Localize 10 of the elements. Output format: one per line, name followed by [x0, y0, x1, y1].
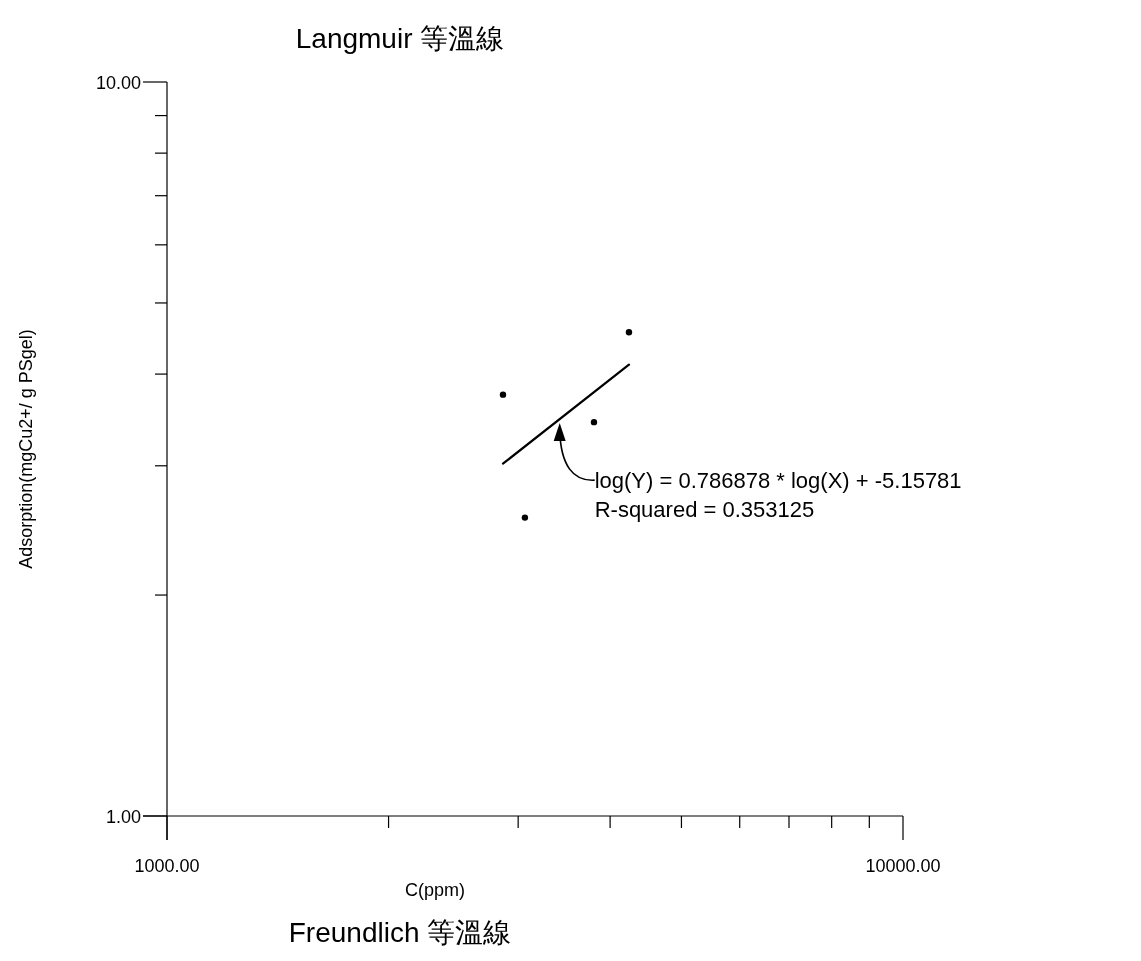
annotation: R-squared = 0.353125	[594, 497, 815, 523]
y-tick-label: 10.00	[95, 73, 141, 93]
x-axis-title: C(ppm)	[404, 880, 466, 900]
x-tick-label: 1000.00	[134, 856, 200, 876]
x-tick-label: 10000.00	[865, 856, 941, 876]
chart-title: Langmuir 等溫線	[295, 23, 505, 54]
y-axis-title: Adsorption(mgCu2+/ g PSgel)	[16, 329, 36, 569]
y-tick-label: 1.00	[105, 807, 141, 827]
text: Freundlich 等溫線	[288, 917, 512, 948]
annotation: log(Y) = 0.786878 * log(X) + -5.15781	[594, 468, 962, 494]
